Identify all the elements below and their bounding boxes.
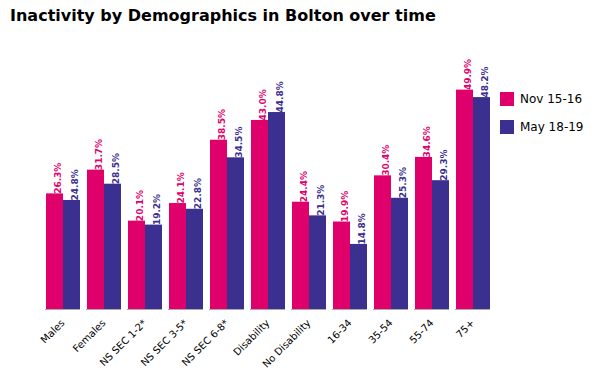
svg-text:26.3%: 26.3% bbox=[53, 163, 63, 194]
svg-text:38.5%: 38.5% bbox=[217, 109, 227, 140]
svg-text:21.3%: 21.3% bbox=[316, 185, 326, 216]
html-text:May 18-19: May 18-19 bbox=[520, 120, 584, 134]
svg-text:49.9%: 49.9% bbox=[463, 59, 473, 90]
svg-text:28.5%: 28.5% bbox=[111, 153, 121, 184]
svg-text:24.4%: 24.4% bbox=[299, 171, 309, 202]
svg-text:24.8%: 24.8% bbox=[70, 169, 80, 200]
svg-text:48.2%: 48.2% bbox=[480, 66, 490, 97]
svg-text:31.7%: 31.7% bbox=[94, 139, 104, 170]
svg-text:16-34: 16-34 bbox=[325, 317, 353, 345]
svg-text:19.9%: 19.9% bbox=[340, 191, 350, 222]
svg-text:Disability: Disability bbox=[231, 317, 272, 358]
svg-text:34.6%: 34.6% bbox=[422, 126, 432, 157]
svg-text:24.1%: 24.1% bbox=[176, 172, 186, 203]
svg-text:22.8%: 22.8% bbox=[193, 178, 203, 209]
svg-text:NS SEC 6-8*: NS SEC 6-8* bbox=[180, 317, 231, 368]
svg-text:25.3%: 25.3% bbox=[398, 167, 408, 198]
svg-text:Females: Females bbox=[71, 317, 108, 354]
svg-text:NS SEC 3-5*: NS SEC 3-5* bbox=[138, 317, 190, 369]
svg-text:75+: 75+ bbox=[454, 317, 477, 340]
html-text:Inactivity by Demographics in: Inactivity by Demographics in Bolton ove… bbox=[10, 6, 436, 25]
svg-text:30.4%: 30.4% bbox=[381, 145, 391, 176]
svg-text:55-74: 55-74 bbox=[407, 317, 435, 345]
svg-text:14.8%: 14.8% bbox=[357, 213, 367, 244]
svg-text:34.5%: 34.5% bbox=[234, 127, 244, 158]
svg-text:No Disability: No Disability bbox=[260, 317, 312, 369]
svg-text:NS SEC 1-2*: NS SEC 1-2* bbox=[97, 317, 149, 369]
svg-text:44.8%: 44.8% bbox=[275, 81, 285, 112]
html-text:Nov 15-16: Nov 15-16 bbox=[520, 92, 583, 106]
svg-text:19.2%: 19.2% bbox=[152, 194, 162, 225]
svg-text:29.3%: 29.3% bbox=[439, 149, 449, 180]
svg-text:20.1%: 20.1% bbox=[135, 190, 145, 221]
svg-text:35-54: 35-54 bbox=[366, 317, 394, 345]
svg-text:Males: Males bbox=[38, 317, 66, 345]
svg-text:43.0%: 43.0% bbox=[258, 89, 268, 120]
